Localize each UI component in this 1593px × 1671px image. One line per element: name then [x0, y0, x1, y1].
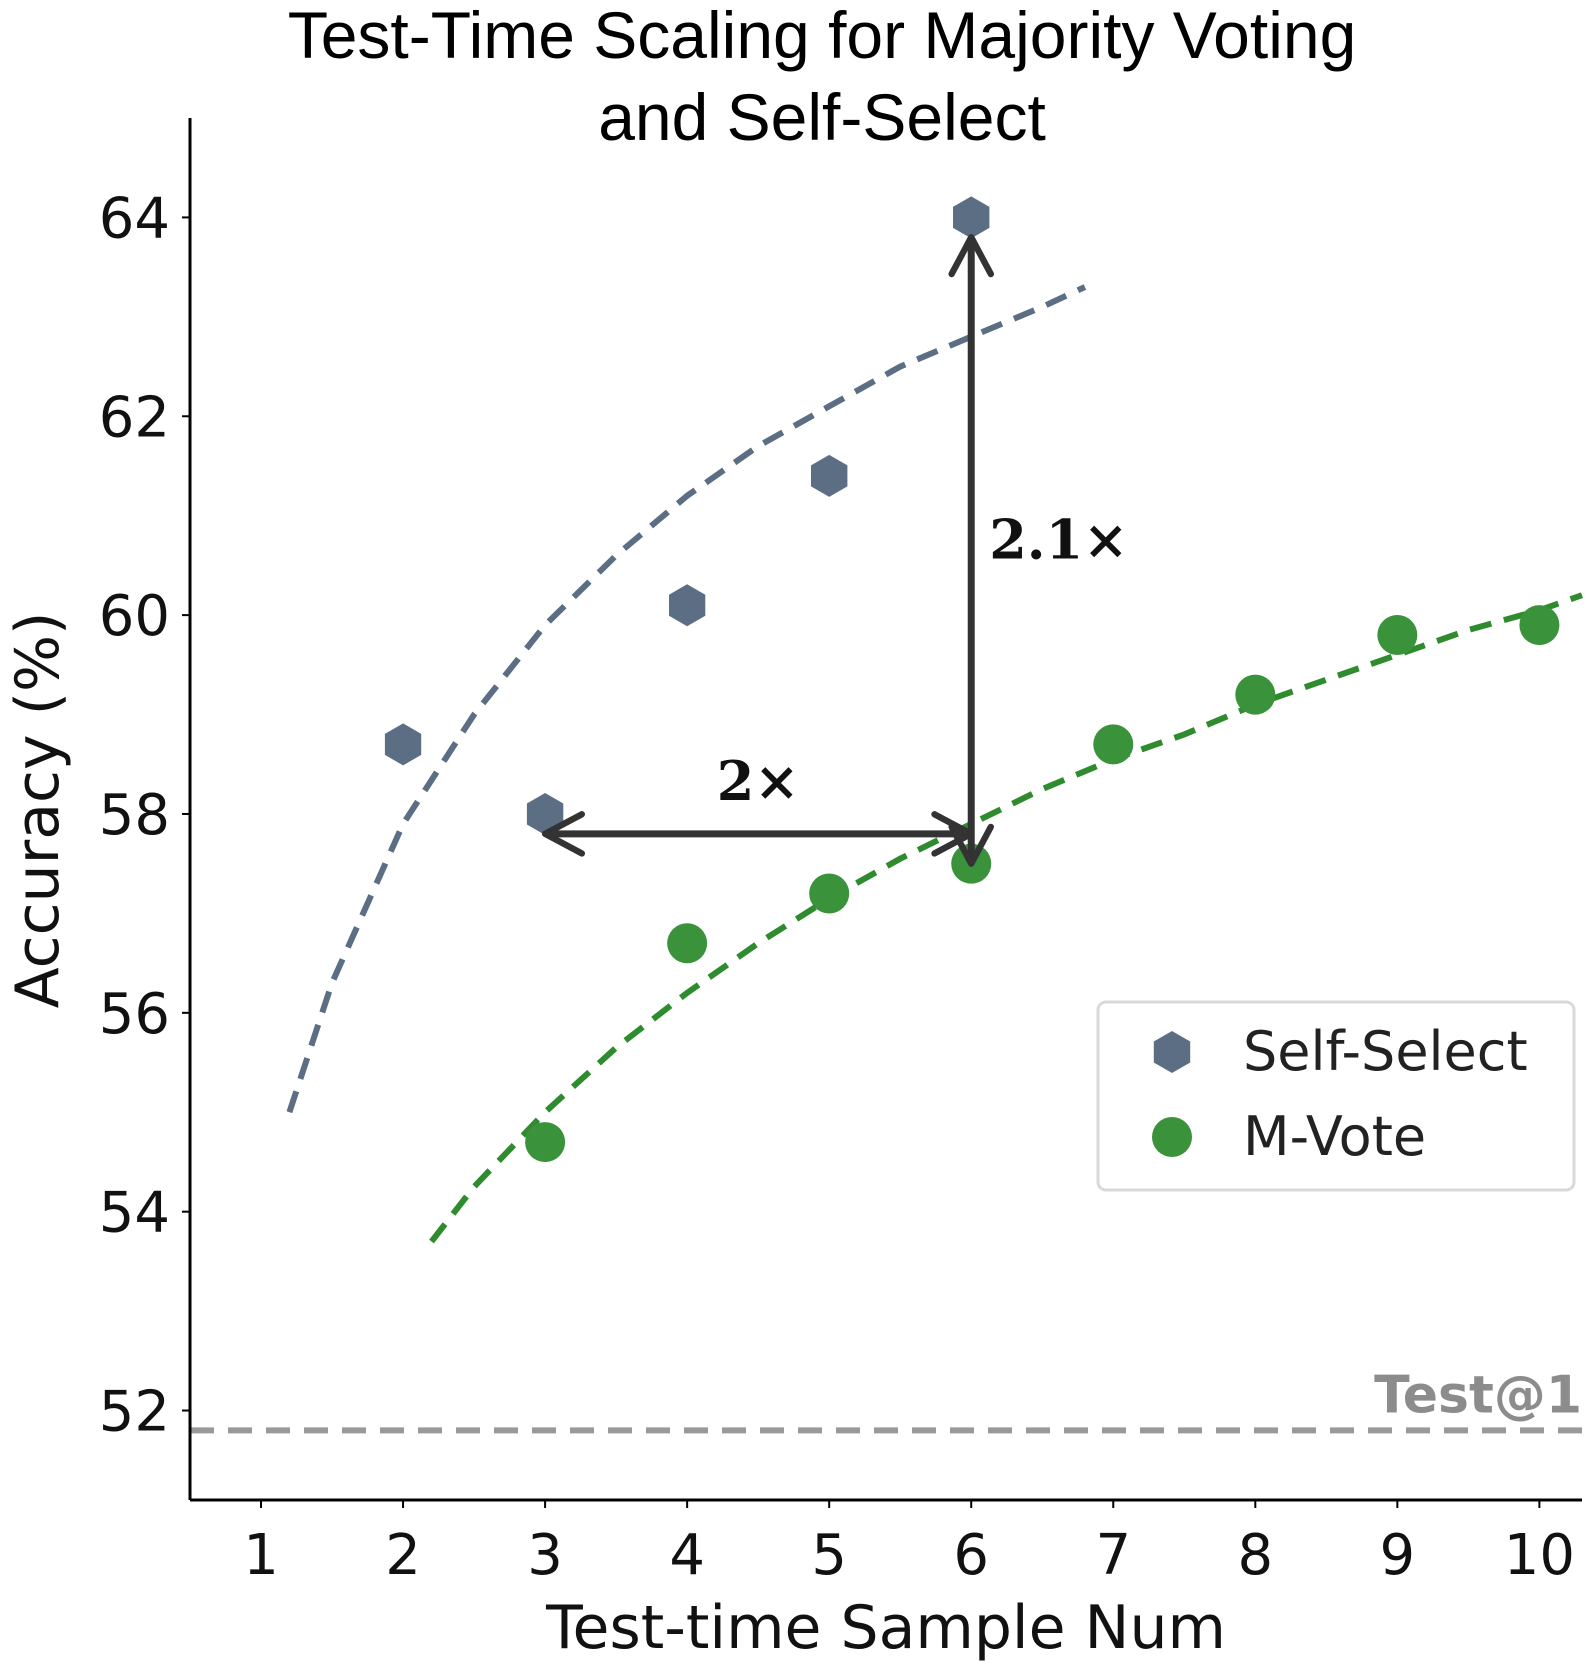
- annotation-label-2: 2.1×: [989, 507, 1128, 571]
- y-tick-label-52: 52: [99, 1380, 170, 1445]
- chart-title-line-2: and Self-Select: [598, 80, 1046, 154]
- data-point-self-select-3: [526, 793, 564, 835]
- x-tick-label-10: 10: [1504, 1523, 1575, 1588]
- x-tick-label-4: 4: [669, 1523, 705, 1588]
- data-point-m-vote-4: [667, 923, 708, 964]
- reference-line-group: Test@1: [190, 1365, 1582, 1434]
- legend-marker-m-vote: [1152, 1117, 1192, 1157]
- y-tick-label-64: 64: [99, 186, 170, 251]
- legend-label-self-select: Self-Select: [1243, 1020, 1528, 1083]
- annotations: 2× 2.1×: [541, 234, 1128, 867]
- x-tick-label-3: 3: [527, 1523, 563, 1588]
- x-ticks: 1 2 3 4 5 6 7 8 9 10: [243, 1500, 1575, 1588]
- legend-label-m-vote: M-Vote: [1243, 1105, 1426, 1168]
- x-tick-label-2: 2: [385, 1523, 421, 1588]
- data-point-self-select-4: [669, 584, 706, 627]
- x-axis-label: Test-time Sample Num: [545, 1593, 1226, 1663]
- chart-title-line-1: Test-Time Scaling for Majority Voting: [288, 0, 1357, 72]
- data-point-m-vote-9: [1377, 615, 1418, 656]
- y-tick-label-62: 62: [99, 385, 170, 450]
- x-tick-label-7: 7: [1095, 1523, 1131, 1588]
- data-point-m-vote-3: [525, 1122, 566, 1163]
- trend-line-self-select: [286, 284, 1087, 1114]
- x-tick-label-8: 8: [1237, 1523, 1273, 1588]
- data-point-self-select-6: [953, 196, 990, 239]
- y-tick-label-56: 56: [99, 982, 170, 1047]
- x-tick-label-9: 9: [1380, 1523, 1416, 1588]
- legend-marker-self-select: [1153, 1031, 1191, 1073]
- data-point-m-vote-7: [1093, 724, 1134, 765]
- legend: Self-Select M-Vote: [1096, 1000, 1576, 1192]
- reference-line-label: Test@1: [1374, 1365, 1582, 1425]
- data-point-m-vote-10: [1519, 605, 1560, 646]
- data-point-self-select-5: [811, 454, 848, 497]
- y-tick-label-60: 60: [99, 584, 170, 649]
- y-tick-label-58: 58: [99, 783, 170, 848]
- y-ticks: 52 54 56 58 60 62 64: [99, 186, 190, 1445]
- data-point-m-vote-5: [809, 873, 850, 914]
- x-tick-label-6: 6: [953, 1523, 989, 1588]
- data-point-m-vote-8: [1235, 674, 1276, 715]
- x-tick-label-5: 5: [811, 1523, 847, 1588]
- legend-markers: [1152, 1031, 1192, 1157]
- x-tick-label-1: 1: [243, 1523, 279, 1588]
- legend-frame: [1096, 1000, 1576, 1192]
- y-tick-label-54: 54: [99, 1181, 170, 1246]
- annotation-label-1: 2×: [717, 749, 800, 813]
- y-axis-label: Accuracy (%): [3, 612, 73, 1009]
- data-point-self-select-2: [384, 723, 422, 766]
